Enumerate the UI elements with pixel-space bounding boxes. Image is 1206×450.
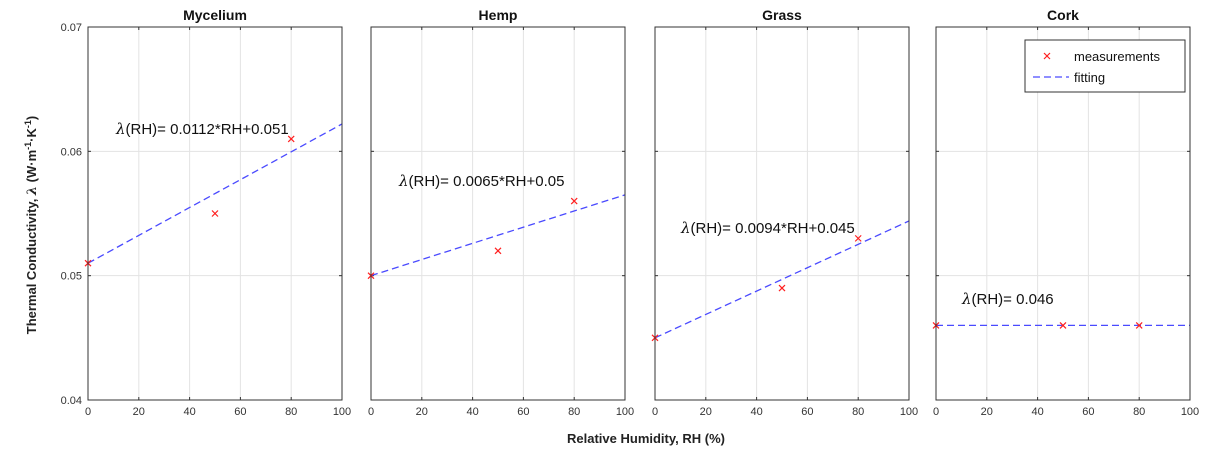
measurement-point	[854, 234, 862, 242]
y-axis-label-lambda: λ	[25, 186, 40, 196]
legend-entry-measurements: measurements	[1074, 49, 1160, 64]
marker-stroke	[1135, 321, 1143, 329]
fit-equation: λ(RH)= 0.0065*RH+0.05	[398, 172, 564, 190]
marker-stroke	[1043, 52, 1051, 60]
y-axis-label-superscript: -1	[23, 142, 33, 150]
legend-box	[1024, 39, 1186, 93]
plot-area	[655, 27, 909, 400]
x-tick-label: 40	[183, 406, 195, 418]
x-tick-label: 40	[466, 406, 478, 418]
y-axis-label-superscript: -1	[23, 120, 33, 128]
x-tick-label: 0	[368, 406, 374, 418]
marker-stroke	[1059, 321, 1067, 329]
x-tick-label: 100	[333, 406, 351, 418]
plot-frame	[370, 26, 626, 401]
x-tick-label: 60	[1082, 406, 1094, 418]
marker-stroke	[211, 210, 219, 217]
marker-stroke	[494, 247, 502, 255]
y-axis-label-part: )	[24, 116, 39, 120]
x-tick-label: 0	[85, 406, 91, 418]
fit-equation-lambda: λ	[961, 290, 972, 308]
measurement-point	[494, 247, 502, 255]
panel-title: Mycelium	[183, 7, 247, 23]
measurement-point	[287, 135, 295, 143]
y-axis-label-part: (W·m	[24, 150, 39, 186]
y-axis-label-part: ·K	[24, 127, 39, 141]
panel-grass: 0 20 40 60 80 100 λ(RH)= 0.0094*RH+0.045 Grass	[651, 7, 918, 418]
plot-frame	[935, 26, 1191, 401]
x-tick-label: 80	[1133, 406, 1145, 418]
marker-stroke	[570, 197, 578, 205]
y-tick-label: 0.04	[61, 395, 82, 407]
panel-title: Cork	[1047, 7, 1079, 23]
x-tick-label: 60	[234, 406, 246, 418]
x-tick-label: 80	[568, 406, 580, 418]
x-tick-label: 20	[416, 406, 428, 418]
measurement-point	[211, 210, 219, 217]
fitting-line	[654, 220, 910, 339]
y-tick-label: 0.06	[61, 146, 82, 158]
y-axis-label: Thermal Conductivity, λ (W·m-1·K-1)	[23, 116, 40, 335]
x-tick-label: 20	[133, 406, 145, 418]
marker-stroke	[854, 234, 862, 242]
y-tick-label: 0.05	[61, 271, 82, 283]
x-tick-label: 60	[517, 406, 529, 418]
y-axis-label-part: Thermal Conductivity,	[24, 195, 39, 334]
measurement-point	[778, 284, 786, 292]
fitting-line	[370, 194, 626, 277]
plot-area	[371, 27, 625, 400]
x-tick-label: 60	[801, 406, 813, 418]
x-tick-label: 40	[1031, 406, 1043, 418]
x-tick-label: 20	[981, 406, 993, 418]
marker-stroke	[778, 284, 786, 292]
x-tick-label: 100	[900, 406, 918, 418]
plot-frame	[654, 26, 910, 401]
fit-equation-lambda: λ	[115, 120, 126, 138]
x-tick-label: 80	[285, 406, 297, 418]
measurement-point	[1059, 321, 1067, 329]
x-tick-label: 20	[700, 406, 712, 418]
measurement-point	[1135, 321, 1143, 329]
plot-frame	[87, 26, 343, 401]
marker-stroke	[287, 135, 295, 143]
x-axis-label: Relative Humidity, RH (%)	[567, 431, 725, 446]
y-tick-label: 0.07	[61, 22, 82, 34]
panel-hemp: 0 20 40 60 80 100 λ(RH)= 0.0065*RH+0.05 Hemp	[367, 7, 634, 418]
x-tick-label: 80	[852, 406, 864, 418]
legend-entry-fitting: fitting	[1074, 70, 1105, 85]
fit-equation: λ(RH)= 0.0094*RH+0.045	[680, 219, 855, 237]
x-tick-label: 100	[616, 406, 634, 418]
legend: measurements fitting	[1024, 39, 1186, 93]
panel-mycelium: 0 20 40 60 80 100 0.04 0.05 0.06 0.07 λ(RH)= 0.011…	[61, 7, 352, 418]
fit-equation: λ(RH)= 0.046	[961, 290, 1054, 308]
fit-equation: λ(RH)= 0.0112*RH+0.051	[115, 120, 289, 138]
fitting-line	[87, 123, 343, 264]
fit-equation-text: (RH)= 0.0094*RH+0.045	[691, 220, 855, 237]
panel-title: Hemp	[479, 7, 518, 23]
fit-equation-lambda: λ	[398, 172, 409, 190]
measurement-point	[570, 197, 578, 205]
x-tick-label: 0	[933, 406, 939, 418]
panel-title: Grass	[762, 7, 802, 23]
fit-equation-text: (RH)= 0.0065*RH+0.05	[409, 173, 565, 190]
x-tick-label: 0	[652, 406, 658, 418]
fit-equation-text: (RH)= 0.0112*RH+0.051	[126, 121, 289, 138]
legend-marker-measurements	[1043, 52, 1051, 60]
x-tick-label: 100	[1181, 406, 1199, 418]
fit-equation-lambda: λ	[680, 219, 691, 237]
x-tick-label: 40	[750, 406, 762, 418]
fit-equation-text: (RH)= 0.046	[972, 291, 1054, 308]
